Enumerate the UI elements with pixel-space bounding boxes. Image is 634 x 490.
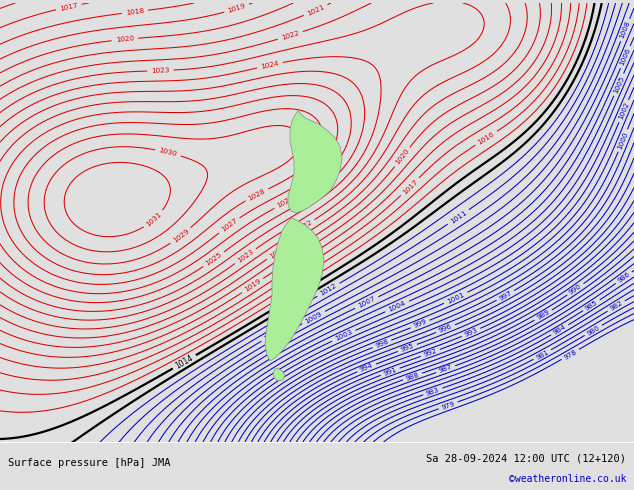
Text: 1029: 1029	[172, 228, 190, 244]
Text: Surface pressure [hPa] JMA: Surface pressure [hPa] JMA	[8, 458, 170, 468]
Text: 1012: 1012	[319, 283, 338, 297]
Text: 995: 995	[400, 343, 415, 353]
Text: 1018: 1018	[126, 8, 145, 16]
Polygon shape	[273, 368, 285, 381]
Text: 1025: 1025	[205, 251, 223, 267]
Text: 980: 980	[586, 324, 601, 337]
Text: 1011: 1011	[449, 209, 468, 224]
Text: 1013: 1013	[280, 296, 301, 314]
Text: 1028: 1028	[247, 188, 266, 202]
Text: ©weatheronline.co.uk: ©weatheronline.co.uk	[509, 474, 626, 484]
Text: 1015: 1015	[291, 278, 310, 293]
Text: 1031: 1031	[145, 211, 163, 228]
Text: 986: 986	[616, 271, 631, 284]
Text: 1022: 1022	[280, 30, 300, 41]
Text: 1020: 1020	[394, 148, 410, 166]
Text: 1021: 1021	[306, 3, 325, 17]
Text: 983: 983	[425, 386, 441, 396]
Text: 1003: 1003	[334, 329, 353, 343]
Text: 1000: 1000	[616, 131, 629, 150]
Text: 979: 979	[441, 400, 456, 411]
Text: 992: 992	[423, 348, 438, 358]
Text: 1023: 1023	[236, 248, 255, 264]
Text: 1001: 1001	[446, 291, 465, 304]
Text: 1010: 1010	[263, 327, 282, 342]
Text: 1027: 1027	[220, 218, 238, 233]
Text: 1009: 1009	[304, 311, 323, 325]
Text: 991: 991	[383, 367, 398, 377]
Text: 990: 990	[568, 283, 583, 296]
Text: 1007: 1007	[357, 296, 376, 309]
Text: 1008: 1008	[619, 20, 631, 40]
Text: 1019: 1019	[227, 3, 247, 14]
Text: 998: 998	[374, 339, 389, 349]
Text: 987: 987	[438, 364, 453, 374]
Text: 1016: 1016	[477, 131, 496, 146]
Text: 997: 997	[498, 290, 513, 301]
Text: 999: 999	[413, 318, 428, 329]
Text: 993: 993	[463, 327, 479, 338]
Text: 996: 996	[438, 323, 453, 334]
Text: 1017: 1017	[59, 2, 79, 12]
Text: 1026: 1026	[276, 195, 295, 209]
Text: 1030: 1030	[158, 147, 178, 158]
Text: 1002: 1002	[618, 101, 630, 121]
Text: 1019: 1019	[243, 278, 262, 293]
Text: 1024: 1024	[260, 60, 280, 70]
Text: 1014: 1014	[174, 353, 195, 370]
Text: 1020: 1020	[115, 35, 134, 43]
Text: Sa 28-09-2024 12:00 UTC (12+120): Sa 28-09-2024 12:00 UTC (12+120)	[427, 453, 626, 463]
Polygon shape	[288, 111, 342, 213]
Text: 984: 984	[552, 324, 567, 336]
Text: 1022: 1022	[294, 219, 313, 234]
Text: 978: 978	[563, 348, 578, 360]
Text: 1005: 1005	[612, 75, 625, 95]
Text: 988: 988	[405, 371, 420, 382]
Text: 1006: 1006	[619, 48, 631, 67]
Text: 1018: 1018	[299, 248, 318, 264]
Text: 985: 985	[584, 299, 599, 312]
Text: 1017: 1017	[401, 178, 418, 195]
Text: 989: 989	[536, 309, 551, 321]
Text: 994: 994	[359, 363, 374, 373]
Text: 981: 981	[535, 348, 550, 361]
Polygon shape	[265, 218, 324, 361]
Bar	[0, 442, 634, 443]
Text: 982: 982	[609, 300, 624, 312]
Text: 1004: 1004	[387, 300, 407, 313]
Text: 1023: 1023	[151, 67, 170, 74]
Text: 1021: 1021	[268, 245, 287, 260]
